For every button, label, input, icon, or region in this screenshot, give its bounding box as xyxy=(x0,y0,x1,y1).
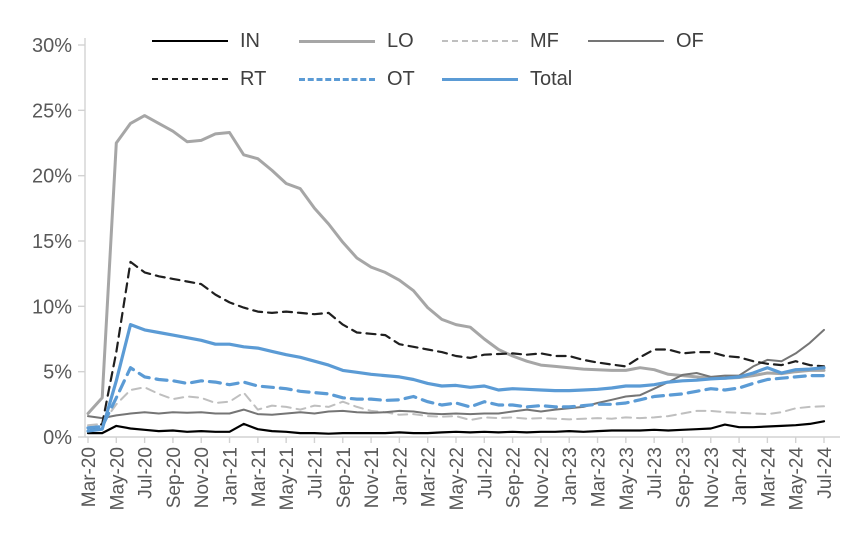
x-axis-tick-label: Nov-20 xyxy=(192,447,213,508)
x-axis-tick-label: Jul-21 xyxy=(305,447,326,499)
x-axis-tick-label: Nov-21 xyxy=(362,447,383,508)
x-axis-tick-label: Mar-20 xyxy=(79,447,100,507)
y-axis-tick-label: 15% xyxy=(32,231,72,253)
x-axis-tick-label: May-20 xyxy=(107,447,128,510)
x-axis-tick-label: Jul-22 xyxy=(475,447,496,499)
x-axis-tick-label: Mar-21 xyxy=(249,447,270,507)
legend-item-rt: RT xyxy=(152,68,266,90)
legend-label-rt: RT xyxy=(240,68,267,90)
legend-label-of: OF xyxy=(676,30,704,52)
legend-item-in: IN xyxy=(152,30,260,52)
legend-item-mf: MF xyxy=(442,30,559,52)
x-axis-tick-label: Jul-20 xyxy=(136,447,157,499)
y-axis-tick-label: 30% xyxy=(32,35,72,57)
x-axis-tick-label: Nov-23 xyxy=(702,447,723,508)
legend-item-of: OF xyxy=(588,30,704,52)
legend-swatch-total-line xyxy=(442,77,518,81)
x-axis-tick-label: Sep-20 xyxy=(164,447,185,508)
x-axis-tick-label: Jan-24 xyxy=(730,447,751,506)
x-axis-tick-label: Mar-22 xyxy=(419,447,440,507)
x-axis-tick-label: Jul-24 xyxy=(815,447,836,499)
legend-label-total: Total xyxy=(530,68,573,90)
series-line-in xyxy=(86,420,826,435)
x-axis-tick-label: May-24 xyxy=(787,447,808,511)
x-axis-tick-label: Jul-23 xyxy=(645,447,666,499)
x-axis-tick-label: May-21 xyxy=(277,447,298,510)
series-line-mf xyxy=(87,386,825,427)
x-axis-tick-label: Jan-23 xyxy=(560,447,581,505)
x-axis-tick-label: Sep-23 xyxy=(673,447,694,508)
legend-swatch-ot-line xyxy=(299,77,375,81)
y-axis-tick-label: 25% xyxy=(32,100,72,122)
y-axis-tick-label: 10% xyxy=(32,296,72,318)
legend-swatch-rt-line xyxy=(152,78,228,80)
legend-item-total: Total xyxy=(442,68,572,90)
x-axis-tick-label: Nov-22 xyxy=(532,447,553,508)
y-axis-tick-label: 0% xyxy=(43,427,72,449)
legend-label-in: IN xyxy=(240,30,260,52)
x-axis-tick-label: May-22 xyxy=(447,447,468,510)
legend-swatch-lo-line xyxy=(299,39,375,43)
x-axis-tick-label: Jan-22 xyxy=(390,447,411,505)
series-line-of xyxy=(87,328,825,420)
x-axis-tick-label: Sep-21 xyxy=(334,447,355,508)
legend-label-mf: MF xyxy=(530,30,559,52)
series-line-total xyxy=(86,323,826,433)
x-axis-tick-label: Jan-21 xyxy=(221,447,242,505)
series-line-rt xyxy=(86,260,826,433)
x-axis-tick-label: May-23 xyxy=(617,447,638,510)
legend-label-lo: LO xyxy=(387,30,414,52)
legend-swatch-in-line xyxy=(152,40,228,42)
legend-swatch-of-line xyxy=(588,40,664,42)
y-axis-tick-label: 20% xyxy=(32,166,72,188)
x-axis-tick-label: Mar-23 xyxy=(589,447,610,507)
legend-label-ot: OT xyxy=(387,68,415,90)
x-axis-tick-label: Sep-22 xyxy=(504,447,525,508)
y-axis-tick-label: 5% xyxy=(43,362,72,384)
x-axis-tick-label: Mar-24 xyxy=(758,447,779,508)
series-line-lo xyxy=(86,114,826,415)
legend-item-ot: OT xyxy=(299,68,415,90)
legend-swatch-mf-line xyxy=(442,40,518,42)
legend-item-lo: LO xyxy=(299,30,414,52)
series-line-ot xyxy=(86,366,826,430)
